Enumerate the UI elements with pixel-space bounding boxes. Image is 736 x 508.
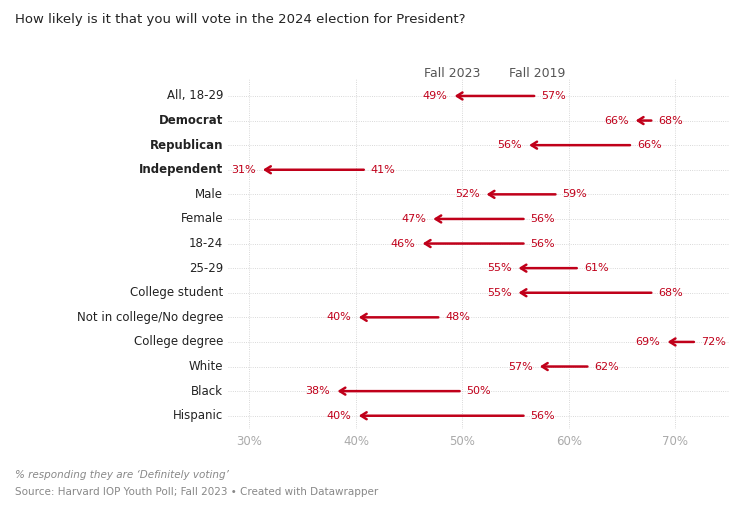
Text: 46%: 46% bbox=[391, 239, 416, 248]
Text: 56%: 56% bbox=[531, 239, 555, 248]
Text: 49%: 49% bbox=[422, 91, 447, 101]
Text: College student: College student bbox=[130, 286, 223, 299]
Text: Fall 2023: Fall 2023 bbox=[424, 67, 480, 80]
Text: Male: Male bbox=[195, 188, 223, 201]
Text: 38%: 38% bbox=[305, 386, 330, 396]
Text: Female: Female bbox=[180, 212, 223, 226]
Text: 68%: 68% bbox=[659, 115, 683, 125]
Text: 40%: 40% bbox=[327, 411, 352, 421]
Text: Republican: Republican bbox=[149, 139, 223, 152]
Text: 48%: 48% bbox=[445, 312, 470, 323]
Text: Independent: Independent bbox=[139, 163, 223, 176]
Text: 55%: 55% bbox=[486, 288, 512, 298]
Text: 40%: 40% bbox=[327, 312, 352, 323]
Text: Black: Black bbox=[191, 385, 223, 398]
Text: 66%: 66% bbox=[637, 140, 662, 150]
Text: 72%: 72% bbox=[701, 337, 726, 347]
Text: Fall 2019: Fall 2019 bbox=[509, 67, 565, 80]
Text: Source: Harvard IOP Youth Poll; Fall 2023 • Created with Datawrapper: Source: Harvard IOP Youth Poll; Fall 202… bbox=[15, 487, 378, 497]
Text: 47%: 47% bbox=[401, 214, 426, 224]
Text: 18-24: 18-24 bbox=[189, 237, 223, 250]
Text: 61%: 61% bbox=[584, 263, 609, 273]
Text: 59%: 59% bbox=[562, 189, 587, 199]
Text: Not in college/No degree: Not in college/No degree bbox=[77, 311, 223, 324]
Text: Democrat: Democrat bbox=[159, 114, 223, 127]
Text: 31%: 31% bbox=[231, 165, 256, 175]
Text: 62%: 62% bbox=[595, 362, 619, 371]
Text: 68%: 68% bbox=[659, 288, 683, 298]
Text: 55%: 55% bbox=[486, 263, 512, 273]
Text: All, 18-29: All, 18-29 bbox=[166, 89, 223, 103]
Text: How likely is it that you will vote in the 2024 election for President?: How likely is it that you will vote in t… bbox=[15, 13, 465, 26]
Text: 66%: 66% bbox=[604, 115, 629, 125]
Text: 52%: 52% bbox=[455, 189, 479, 199]
Text: 25-29: 25-29 bbox=[189, 262, 223, 275]
Text: 56%: 56% bbox=[531, 214, 555, 224]
Text: 56%: 56% bbox=[498, 140, 522, 150]
Text: 56%: 56% bbox=[531, 411, 555, 421]
Text: 50%: 50% bbox=[467, 386, 492, 396]
Text: 41%: 41% bbox=[371, 165, 396, 175]
Text: 57%: 57% bbox=[541, 91, 566, 101]
Text: College degree: College degree bbox=[134, 335, 223, 348]
Text: 69%: 69% bbox=[636, 337, 660, 347]
Text: White: White bbox=[188, 360, 223, 373]
Text: Hispanic: Hispanic bbox=[173, 409, 223, 422]
Text: 57%: 57% bbox=[508, 362, 533, 371]
Text: % responding they are ‘Definitely voting’: % responding they are ‘Definitely voting… bbox=[15, 470, 229, 480]
